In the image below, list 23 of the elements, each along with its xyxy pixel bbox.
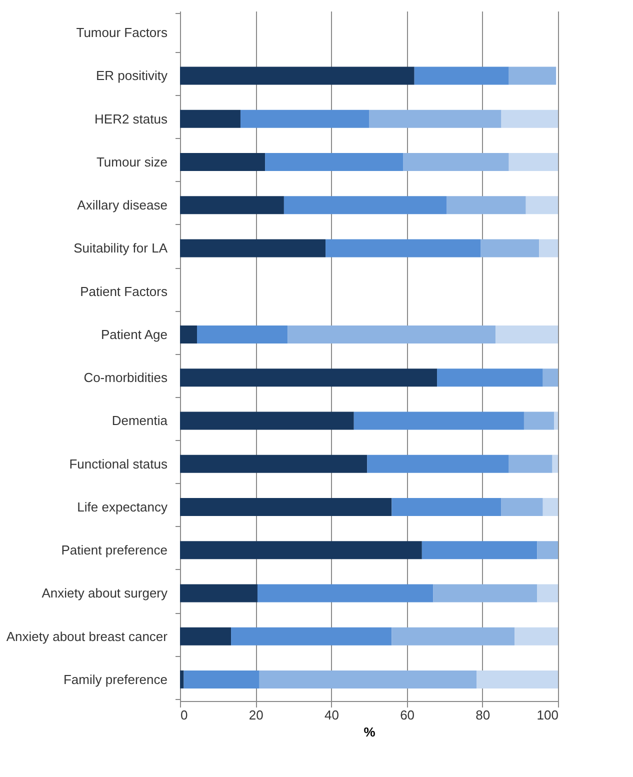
y-tick-label: Patient preference bbox=[61, 542, 168, 558]
x-tick-label: 20 bbox=[248, 708, 264, 722]
x-tick-label: 100 bbox=[536, 708, 558, 722]
x-tick-label: 0 bbox=[180, 708, 188, 722]
x-tick-label: 60 bbox=[400, 708, 415, 722]
y-tick-label: ER positivity bbox=[96, 68, 168, 84]
x-tick-label: 40 bbox=[324, 708, 339, 722]
y-tick-label: Axillary disease bbox=[77, 198, 168, 213]
y-tick-label: Tumour Factors bbox=[76, 25, 168, 40]
y-tick-label: Life expectancy bbox=[77, 499, 168, 514]
y-tick-label: Anxiety about breast cancer bbox=[6, 628, 168, 644]
y-tick-label: Tumour size bbox=[96, 154, 168, 170]
y-tick-label: Co-morbidities bbox=[84, 370, 168, 386]
x-axis-title: % bbox=[364, 724, 376, 740]
y-tick-label: Suitability for LA bbox=[74, 240, 168, 256]
y-tick-label: Patient Age bbox=[101, 326, 168, 342]
x-tick-label: 80 bbox=[476, 708, 490, 722]
y-tick-label: Dementia bbox=[112, 413, 168, 428]
y-tick-label: Anxiety about surgery bbox=[42, 586, 168, 601]
y-tick-label: Functional status bbox=[69, 456, 168, 472]
y-tick-label: Patient Factors bbox=[80, 284, 168, 299]
y-tick-label: Family preference bbox=[63, 672, 168, 687]
y-tick-label: HER2 status bbox=[94, 111, 168, 126]
